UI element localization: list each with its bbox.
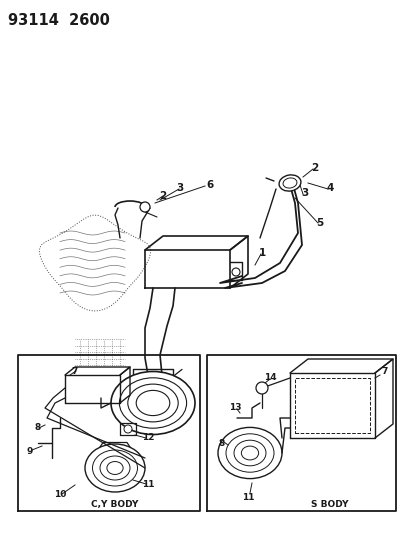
Text: S BODY: S BODY (311, 500, 348, 510)
Text: 4: 4 (325, 183, 333, 193)
Text: 11: 11 (241, 494, 254, 503)
Text: 9: 9 (27, 447, 33, 456)
Text: C,Y BODY: C,Y BODY (91, 500, 138, 510)
Circle shape (140, 202, 150, 212)
Text: 2: 2 (159, 191, 166, 201)
Text: 5: 5 (316, 218, 323, 228)
Text: 93114  2600: 93114 2600 (8, 13, 109, 28)
Text: 11: 11 (141, 481, 154, 489)
Text: 3: 3 (301, 188, 308, 198)
Text: 7: 7 (381, 367, 387, 376)
Ellipse shape (278, 175, 300, 191)
Text: 8: 8 (218, 439, 225, 448)
Text: 7: 7 (71, 367, 78, 376)
Text: 8: 8 (35, 424, 41, 432)
Ellipse shape (282, 178, 296, 188)
Ellipse shape (111, 372, 195, 434)
Ellipse shape (218, 427, 281, 479)
Text: 13: 13 (228, 403, 241, 413)
Text: 12: 12 (141, 433, 154, 442)
Text: 3: 3 (176, 183, 183, 193)
Text: 1: 1 (258, 248, 265, 258)
Ellipse shape (85, 444, 145, 492)
Text: 6: 6 (206, 180, 213, 190)
Text: 14: 14 (263, 374, 275, 383)
Text: 10: 10 (54, 490, 66, 499)
Text: 2: 2 (311, 163, 318, 173)
Circle shape (231, 268, 240, 276)
Circle shape (124, 425, 132, 433)
Circle shape (255, 382, 267, 394)
